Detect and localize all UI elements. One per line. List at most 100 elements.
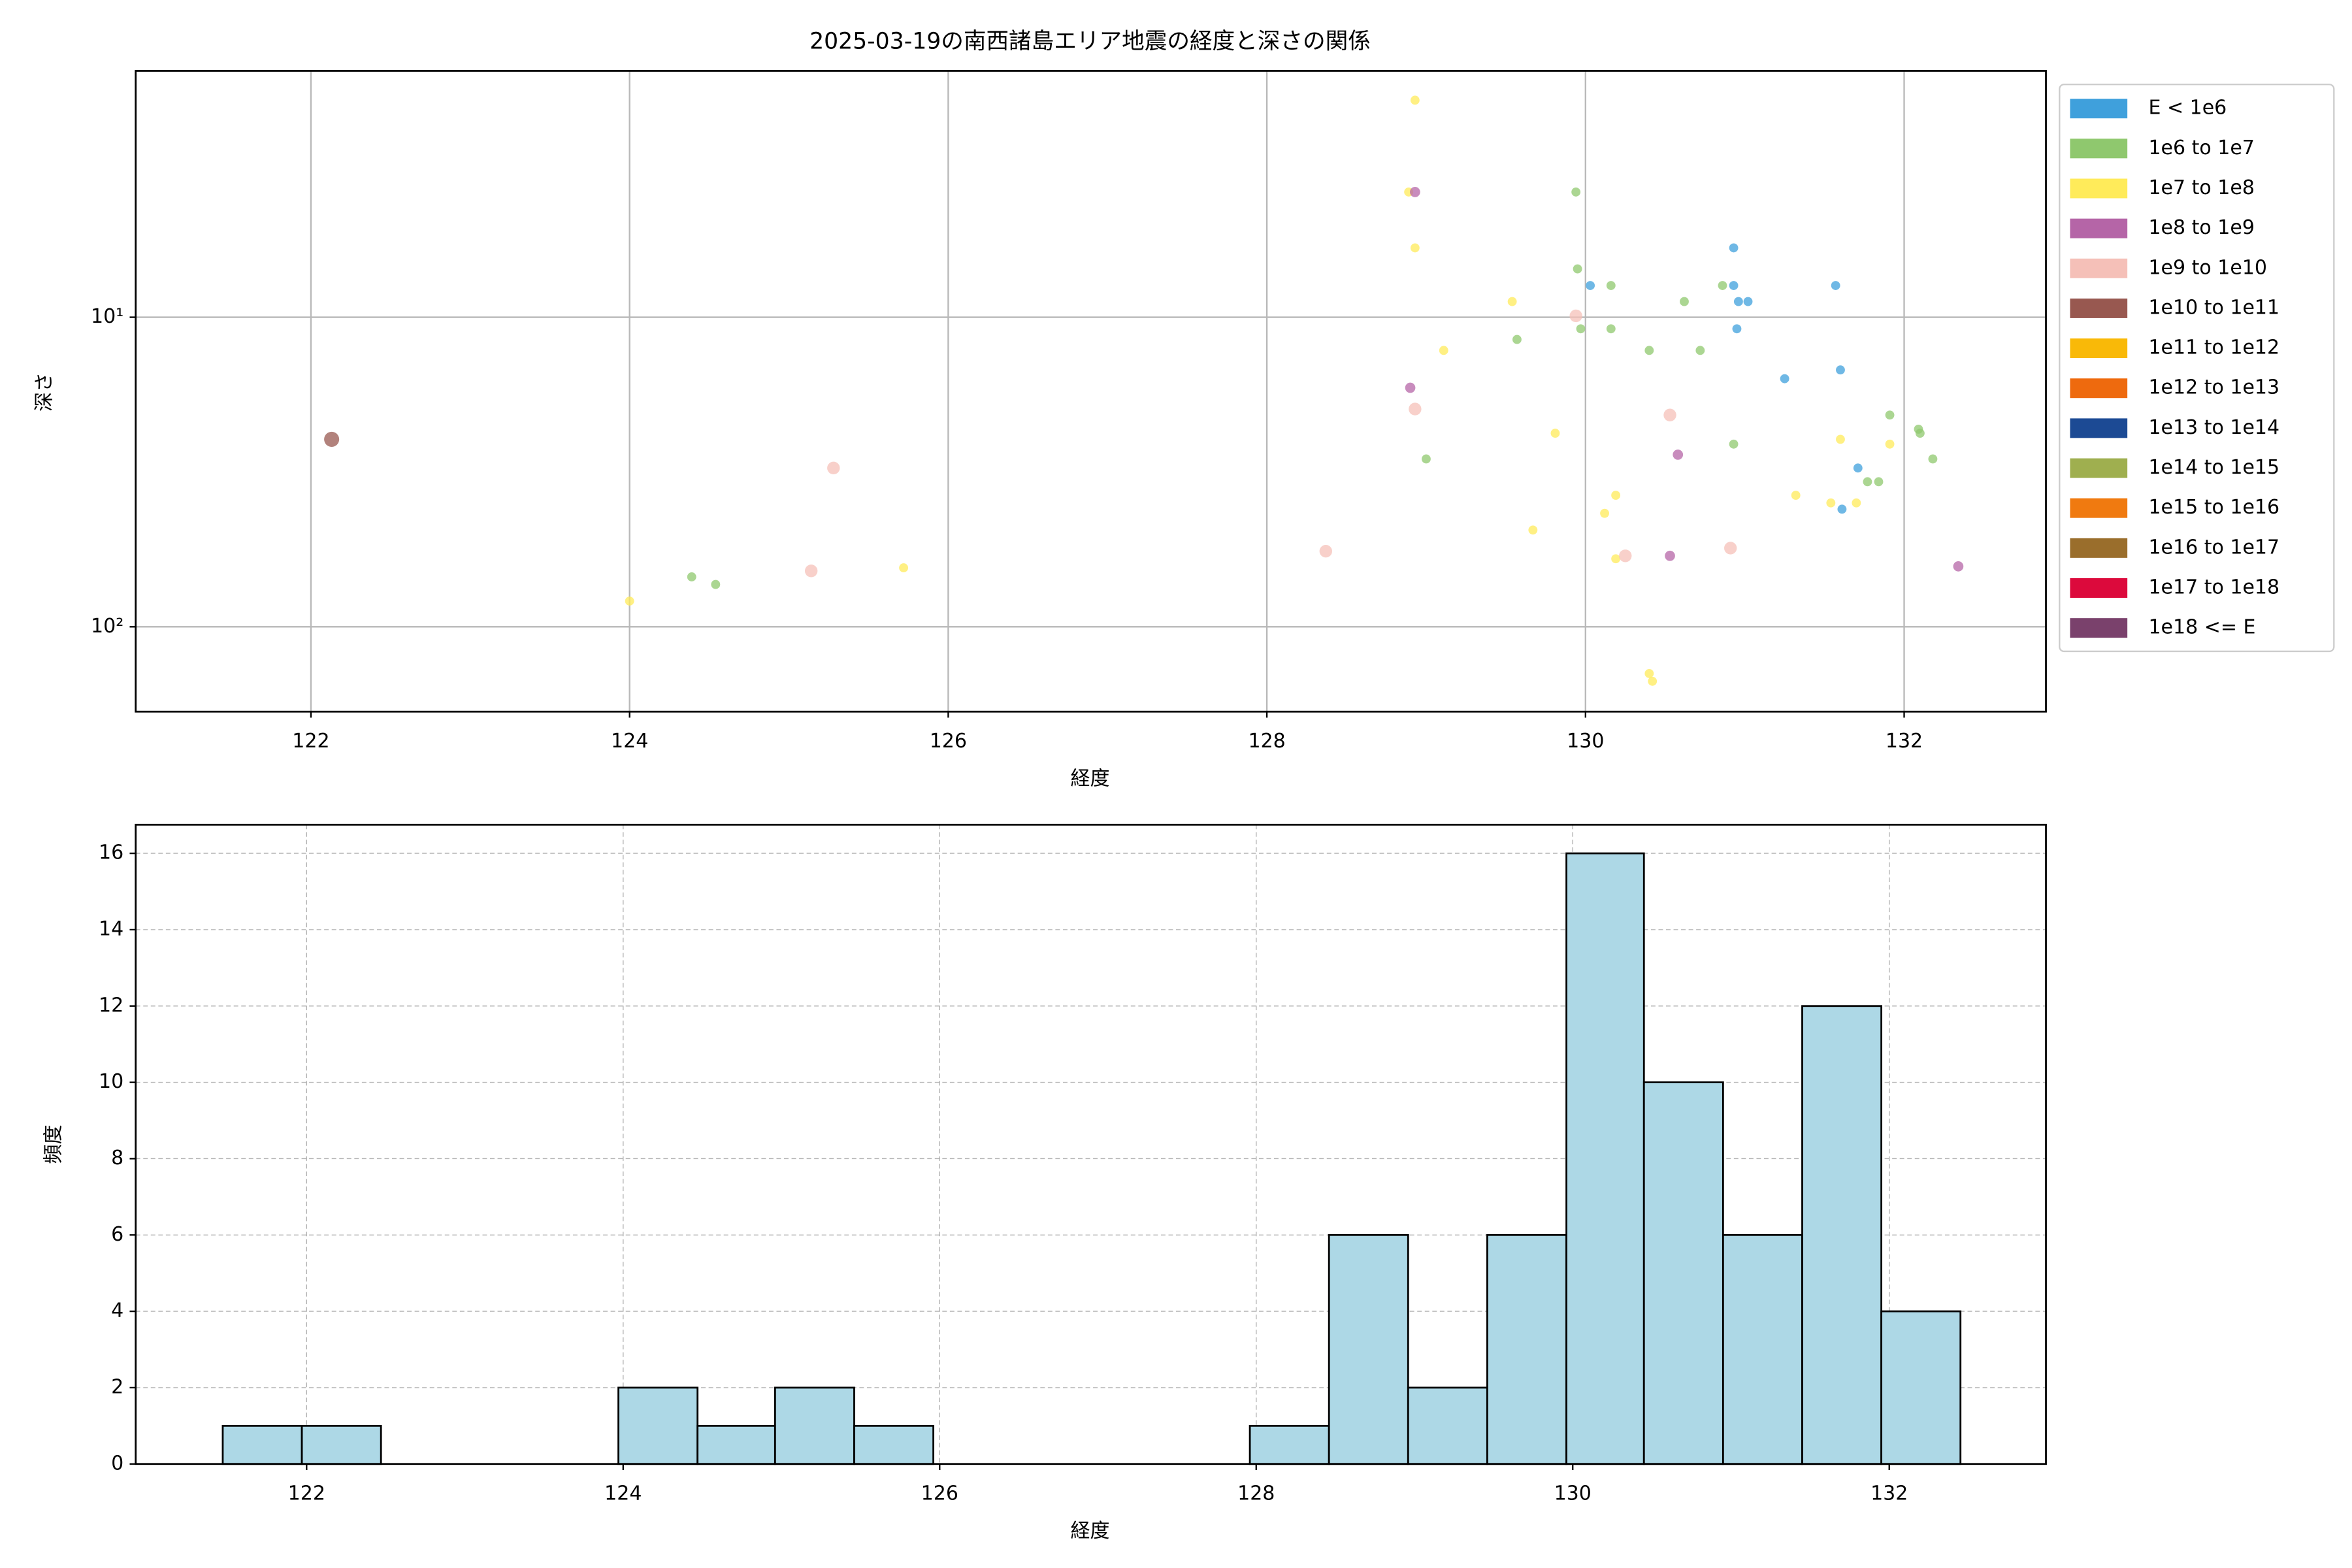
- x-tick-label: 132: [1886, 730, 1923, 753]
- data-point: [1606, 324, 1616, 334]
- data-point: [1611, 554, 1621, 564]
- legend-label: 1e15 to 1e16: [2148, 496, 2279, 519]
- legend-label: 1e11 to 1e12: [2148, 336, 2279, 359]
- bar: [696, 1424, 776, 1465]
- data-point: [804, 564, 818, 578]
- legend-swatch: [2070, 418, 2128, 438]
- data-point: [1507, 297, 1517, 306]
- legend-label: 1e18 <= E: [2148, 616, 2255, 639]
- x-tick-label: 128: [1237, 1482, 1275, 1505]
- y-tick-label: 16: [99, 841, 123, 864]
- data-point: [1644, 346, 1654, 355]
- bar: [1801, 1005, 1882, 1465]
- data-point: [1852, 498, 1861, 508]
- x-tick-label: 128: [1248, 730, 1285, 753]
- legend-label: 1e10 to 1e11: [2148, 296, 2279, 319]
- bar: [1249, 1424, 1330, 1465]
- data-point: [1695, 346, 1705, 355]
- y-tick-label: 12: [99, 994, 123, 1017]
- data-point: [711, 580, 721, 589]
- legend-swatch: [2070, 338, 2128, 359]
- data-point: [1571, 187, 1581, 197]
- data-point: [1422, 454, 1431, 464]
- y-tick-label: 2: [111, 1375, 123, 1398]
- legend-swatch: [2070, 618, 2128, 638]
- data-point: [1600, 508, 1609, 518]
- x-axis-label: 経度: [1070, 768, 1109, 791]
- data-point: [1512, 335, 1522, 344]
- data-point: [1729, 281, 1739, 290]
- data-point: [1831, 281, 1840, 290]
- bar: [617, 1386, 699, 1465]
- data-point: [1680, 297, 1689, 306]
- data-point: [1619, 549, 1632, 563]
- data-point: [899, 563, 909, 573]
- x-tick-label: 130: [1567, 730, 1604, 753]
- data-point: [1644, 668, 1654, 678]
- data-point: [1953, 561, 1964, 572]
- data-point: [1319, 544, 1332, 558]
- legend-swatch: [2070, 458, 2128, 478]
- data-point: [1576, 324, 1586, 334]
- x-tick-label: 122: [288, 1482, 325, 1505]
- data-point: [1673, 449, 1684, 460]
- legend-label: E < 1e6: [2148, 97, 2227, 120]
- data-point: [1791, 491, 1801, 500]
- x-axis-label: 経度: [1070, 1520, 1109, 1543]
- data-point: [1405, 382, 1416, 393]
- data-point: [1836, 434, 1845, 444]
- bar: [1880, 1310, 1962, 1465]
- x-tick-label: 130: [1554, 1482, 1592, 1505]
- legend-label: 1e17 to 1e18: [2148, 576, 2279, 599]
- bar: [1328, 1233, 1409, 1465]
- bar: [1407, 1386, 1488, 1465]
- legend-swatch: [2070, 578, 2128, 598]
- y-tick-label: 10²: [91, 615, 123, 638]
- data-point: [1409, 402, 1422, 416]
- legend-swatch: [2070, 298, 2128, 318]
- x-tick-label: 126: [930, 730, 967, 753]
- data-point: [1743, 297, 1753, 306]
- bar: [1722, 1233, 1803, 1465]
- legend-label: 1e16 to 1e17: [2148, 536, 2279, 559]
- x-tick-label: 132: [1870, 1482, 1908, 1505]
- data-point: [1729, 439, 1739, 449]
- bar: [774, 1386, 855, 1465]
- legend-label: 1e6 to 1e7: [2148, 137, 2254, 159]
- y-axis-label: 深さ: [33, 372, 56, 412]
- legend-label: 1e7 to 1e8: [2148, 176, 2254, 199]
- data-point: [1837, 504, 1847, 514]
- data-point: [1733, 297, 1743, 306]
- bar: [853, 1424, 934, 1465]
- data-point: [1928, 454, 1938, 464]
- data-point: [827, 461, 840, 475]
- y-tick-label: 8: [111, 1147, 123, 1169]
- data-point: [1724, 542, 1737, 555]
- y-axis-label: 頻度: [42, 1125, 65, 1164]
- data-point: [1826, 498, 1836, 508]
- data-point: [1853, 463, 1863, 473]
- legend-swatch: [2070, 258, 2128, 278]
- bar: [301, 1424, 382, 1465]
- y-tick-label: 4: [111, 1299, 123, 1322]
- legend-box: [2059, 84, 2335, 653]
- data-point: [1663, 408, 1676, 421]
- data-point: [1729, 243, 1739, 253]
- data-point: [1569, 309, 1582, 323]
- bar: [1565, 852, 1645, 1465]
- bar: [221, 1424, 303, 1465]
- chart-title: 2025-03-19の南西諸島エリア地震の経度と深さの関係: [809, 29, 1371, 55]
- data-point: [324, 431, 340, 447]
- legend-label: 1e13 to 1e14: [2148, 416, 2279, 439]
- data-point: [1611, 491, 1621, 500]
- plot-frame: [135, 823, 2047, 1465]
- data-point: [1586, 281, 1595, 290]
- data-point: [1410, 95, 1420, 105]
- data-point: [687, 572, 696, 581]
- legend-label: 1e14 to 1e15: [2148, 456, 2279, 479]
- legend-label: 1e8 to 1e9: [2148, 216, 2254, 239]
- data-point: [1665, 550, 1675, 561]
- data-point: [1732, 324, 1742, 334]
